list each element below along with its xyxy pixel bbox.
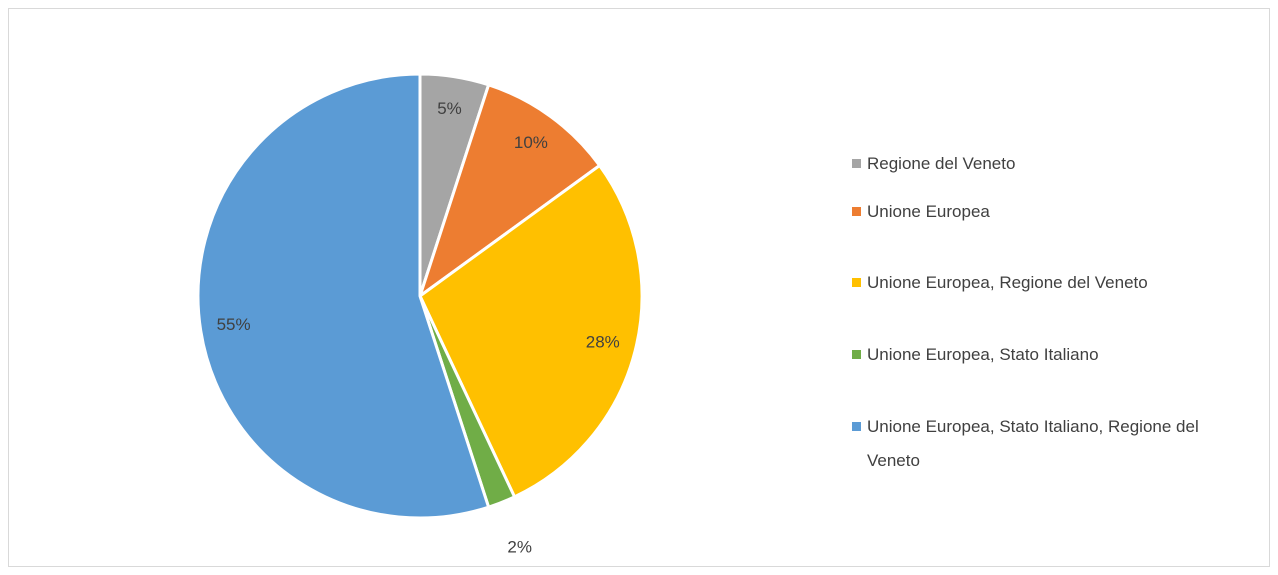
legend-item: Unione Europea — [852, 195, 1252, 229]
legend-item: Unione Europea, Stato Italiano, Regione … — [852, 410, 1252, 478]
pie-slice — [196, 72, 491, 520]
data-label: 2% — [507, 537, 532, 556]
legend-label: Unione Europea, Regione del Veneto — [867, 273, 1148, 292]
legend-swatch — [852, 207, 861, 216]
data-label: 5% — [437, 99, 462, 118]
legend-swatch — [852, 159, 861, 168]
legend-swatch — [852, 278, 861, 287]
legend-label: Regione del Veneto — [867, 154, 1016, 173]
data-label: 28% — [586, 332, 620, 351]
legend-label: Unione Europea — [867, 202, 990, 221]
data-label: 55% — [217, 315, 251, 334]
legend-swatch — [852, 350, 861, 359]
pie-slice — [418, 164, 644, 499]
legend-item: Unione Europea, Stato Italiano — [852, 338, 1252, 372]
legend-item: Regione del Veneto — [852, 147, 1252, 181]
legend-item: Unione Europea, Regione del Veneto — [852, 266, 1252, 300]
pie-slice — [418, 83, 602, 298]
legend-label: Unione Europea, Stato Italiano, Regione … — [867, 417, 1199, 470]
legend-label: Unione Europea, Stato Italiano — [867, 345, 1099, 364]
legend-swatch — [852, 422, 861, 431]
data-label: 10% — [514, 133, 548, 152]
